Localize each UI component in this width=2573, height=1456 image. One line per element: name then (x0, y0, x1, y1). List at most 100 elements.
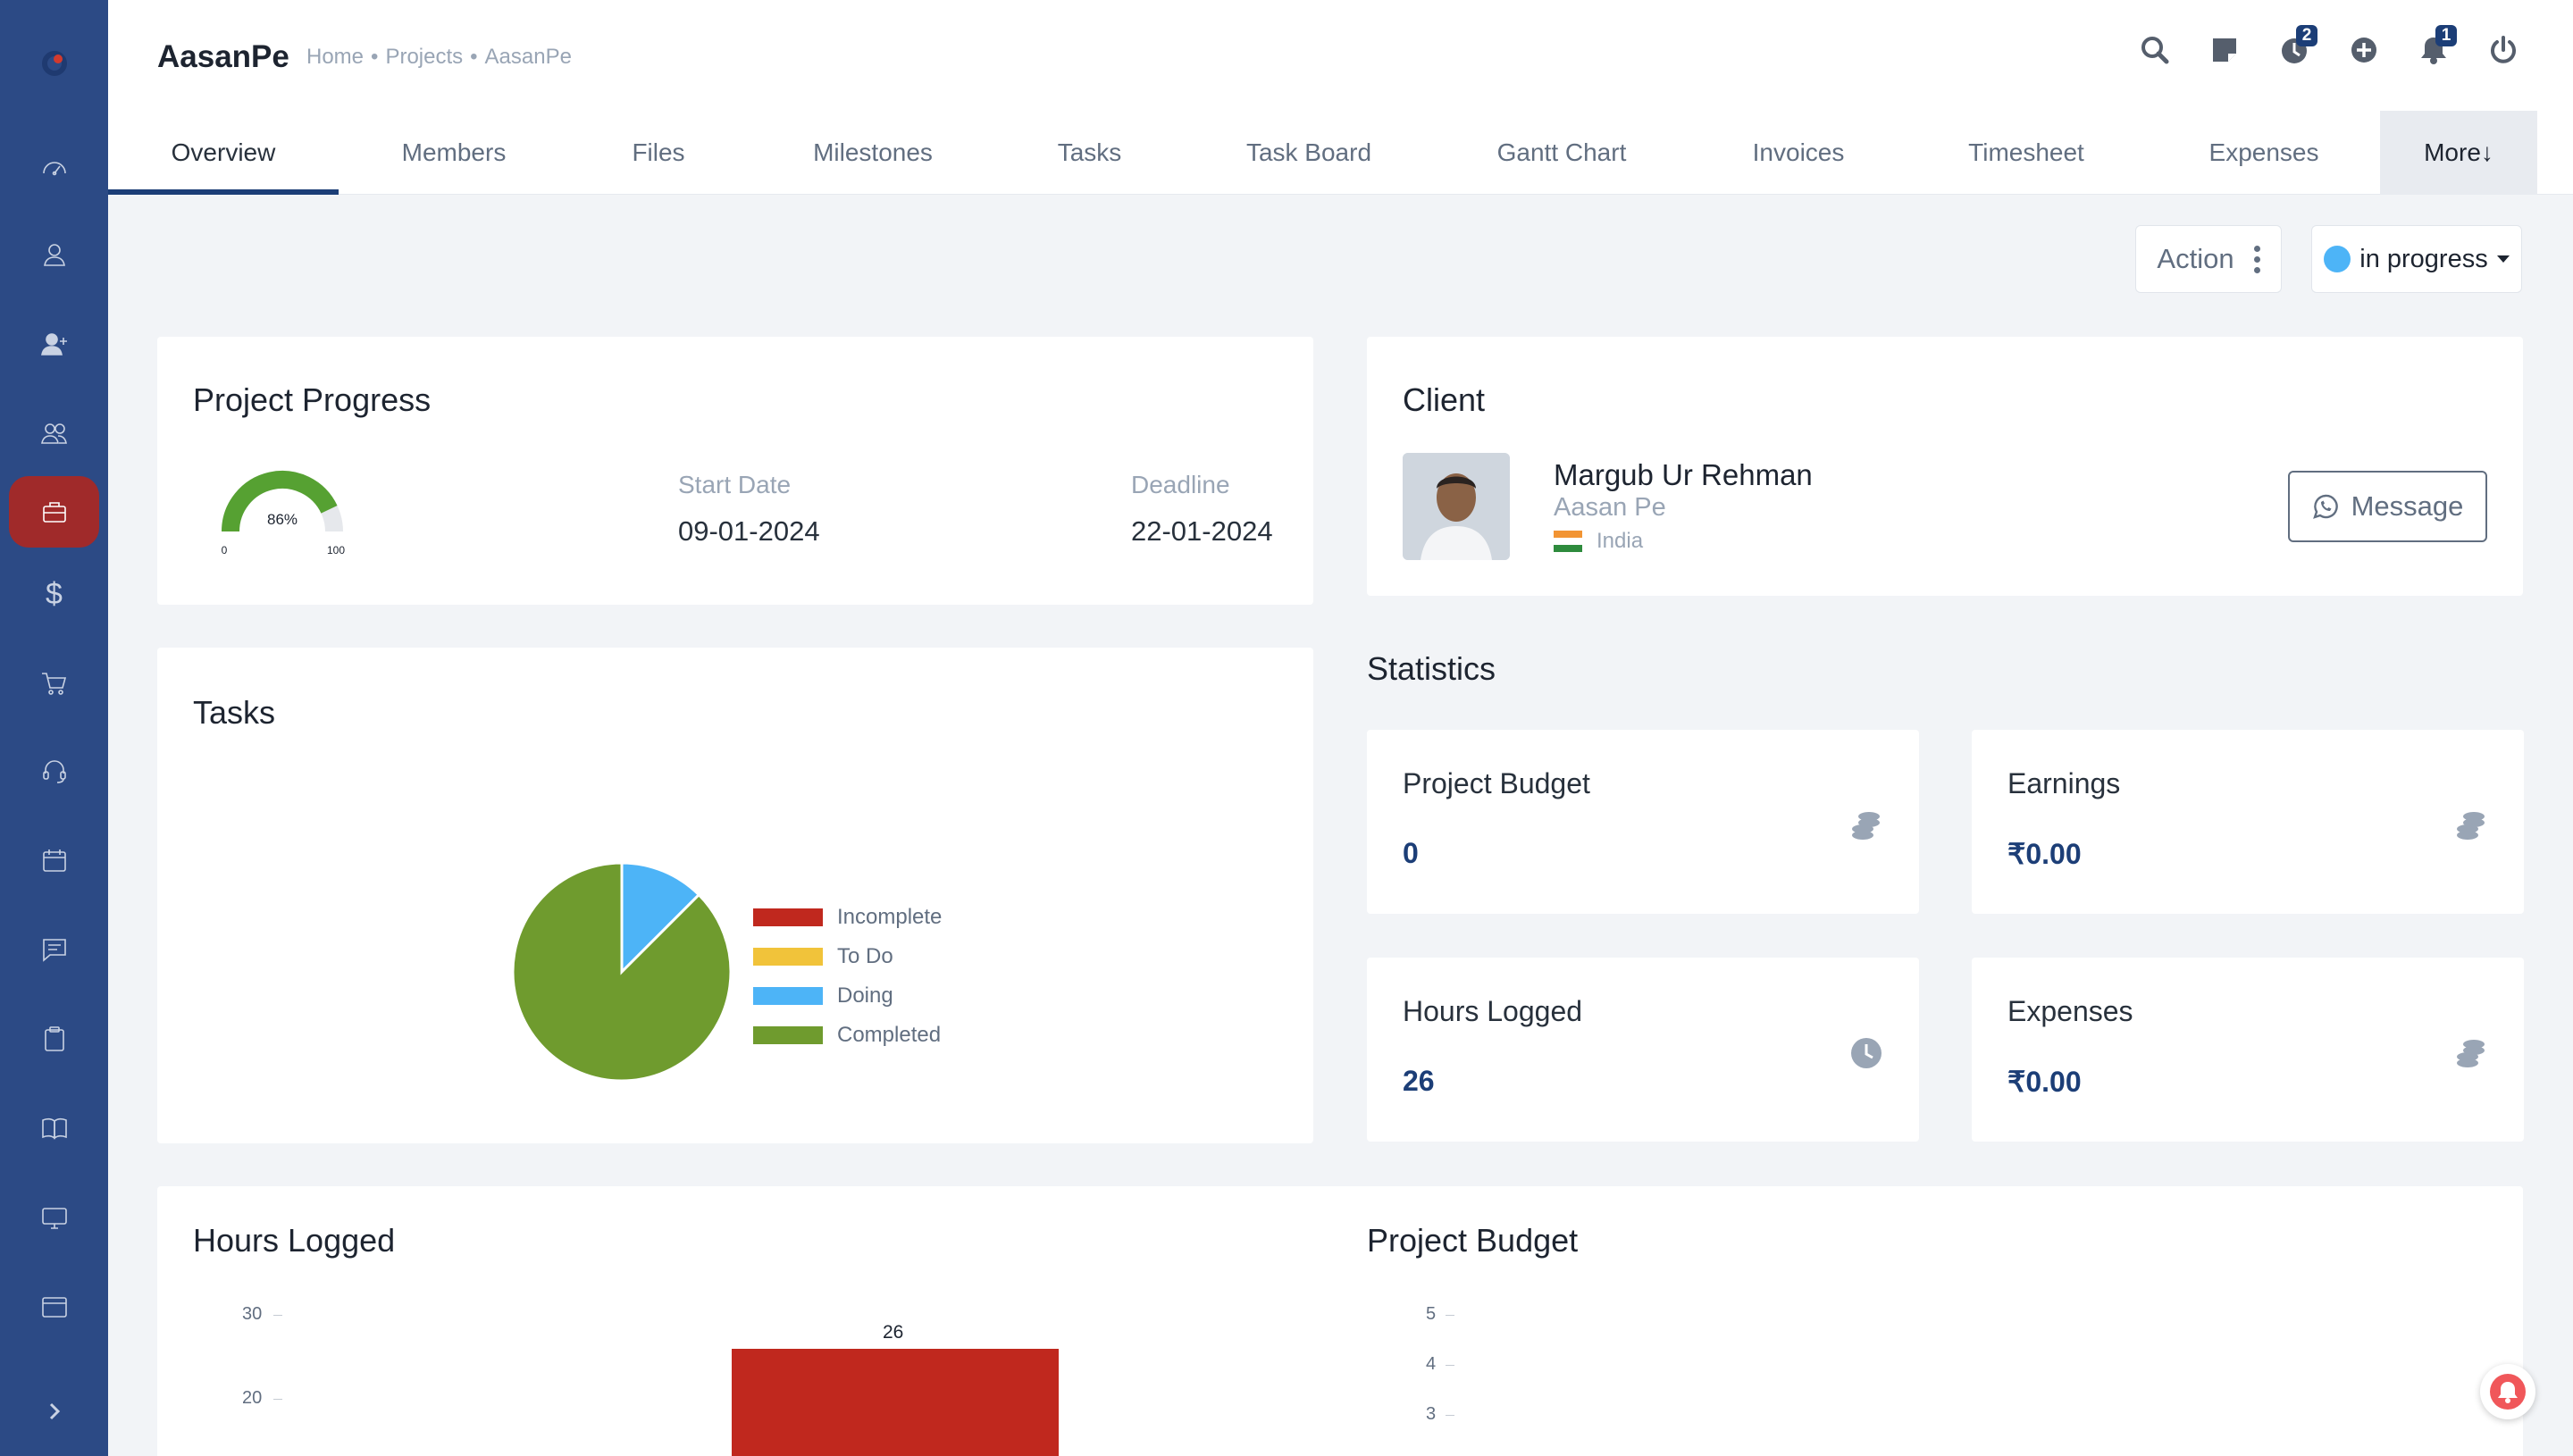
breadcrumb: Home • Projects • AasanPe (306, 45, 572, 70)
start-date-label: Start Date (678, 471, 792, 498)
y-tick-label: 30 (242, 1304, 263, 1324)
legend-label: Completed (837, 1023, 942, 1047)
stat-earnings: Earnings ₹0.00 (1972, 730, 2524, 914)
tab-timesheet[interactable]: Timesheet (1968, 138, 2084, 166)
breadcrumb-projects[interactable]: Projects (385, 45, 464, 69)
legend-item-completed[interactable]: Completed (753, 1016, 942, 1055)
client-avatar[interactable] (1403, 453, 1510, 560)
team-icon[interactable] (9, 397, 99, 469)
app-logo-icon[interactable] (39, 48, 70, 79)
tab-gantt-chart[interactable]: Gantt Chart (1496, 138, 1627, 166)
client-title: Client (1403, 381, 1486, 418)
calendar-icon[interactable] (9, 824, 99, 896)
stat-project-budget: Project Budget 0 (1367, 730, 1919, 914)
client-country: India (1554, 529, 1643, 554)
y-tick-label: 3 (1426, 1404, 1437, 1424)
tab-files[interactable]: Files (632, 138, 685, 166)
y-tick-label: 20 (242, 1388, 263, 1408)
monitor-icon[interactable] (9, 1182, 99, 1253)
y-tick-mark (1446, 1415, 1454, 1416)
project-status-dropdown[interactable]: in progress (2311, 225, 2522, 293)
notification-bell-icon[interactable]: 1 (2418, 25, 2457, 66)
page-title: AasanPe (157, 39, 289, 74)
messages-icon[interactable] (9, 914, 99, 985)
tab-milestones[interactable]: Milestones (813, 138, 933, 166)
stat-value: 26 (1403, 1065, 1435, 1097)
whatsapp-icon (2312, 494, 2338, 519)
knowledge-book-icon[interactable] (9, 1092, 99, 1164)
stat-expenses: Expenses ₹0.00 (1972, 958, 2524, 1142)
start-date-value: 09-01-2024 (678, 515, 820, 547)
pie-slice-doing[interactable] (620, 861, 701, 975)
clipboard-icon[interactable] (9, 1003, 99, 1075)
charts-card: Hours Logged Project Budget 30 20 26 5 4… (157, 1186, 2523, 1456)
kebab-menu-icon (2253, 245, 2260, 273)
legend-swatch (753, 908, 823, 926)
gauge-percent-label: 86% (267, 511, 298, 528)
y-tick-label: 4 (1426, 1354, 1437, 1374)
tab-tasks[interactable]: Tasks (1057, 138, 1122, 166)
dashboard-icon[interactable] (9, 131, 99, 203)
y-tick-mark (1446, 1315, 1454, 1316)
power-logout-icon[interactable] (2487, 34, 2519, 66)
status-label: in progress (2359, 244, 2488, 273)
tab-expenses[interactable]: Expenses (2208, 138, 2319, 166)
project-progress-card: Project Progress 86% 0 100 Start Date 09… (157, 337, 1313, 605)
pie-slice-completed[interactable] (511, 861, 733, 1083)
client-country-label: India (1597, 529, 1644, 553)
stat-label: Hours Logged (1403, 995, 1583, 1027)
tasks-title: Tasks (193, 694, 276, 731)
legend-swatch (753, 987, 823, 1005)
tab-invoices[interactable]: Invoices (1752, 138, 1845, 166)
y-tick-mark (273, 1399, 282, 1400)
sticky-note-icon[interactable] (2208, 34, 2241, 66)
legend-item-doing[interactable]: Doing (753, 976, 942, 1016)
stat-label: Project Budget (1403, 767, 1590, 799)
expand-sidebar-chevron-icon[interactable] (9, 1376, 99, 1447)
india-flag-icon (1554, 531, 1582, 552)
tab-members[interactable]: Members (401, 138, 507, 166)
tab-more[interactable]: More↓ (2380, 111, 2537, 195)
legend-item-incomplete[interactable]: Incomplete (753, 898, 942, 937)
breadcrumb-home[interactable]: Home (306, 45, 365, 69)
floating-notification-bell-icon[interactable] (2480, 1364, 2535, 1419)
add-circle-icon[interactable] (2348, 34, 2380, 66)
stat-hours-logged: Hours Logged 26 (1367, 958, 1919, 1142)
cart-icon[interactable] (9, 648, 99, 719)
add-user-icon[interactable] (9, 308, 99, 380)
legend-label: Doing (837, 983, 893, 1008)
client-name: Margub Ur Rehman (1554, 458, 1813, 491)
top-header: AasanPe Home • Projects • AasanPe 2 1 (108, 0, 2573, 111)
projects-briefcase-icon[interactable] (9, 476, 99, 548)
hours-logged-chart-title: Hours Logged (193, 1222, 396, 1259)
timer-badge: 2 (2296, 25, 2317, 46)
breadcrumb-separator: • (371, 45, 379, 69)
y-tick-label: 5 (1426, 1304, 1437, 1324)
project-budget-chart-title: Project Budget (1367, 1222, 1579, 1259)
action-button[interactable]: Action (2135, 225, 2282, 293)
coins-icon (2457, 1040, 2485, 1067)
tab-task-board[interactable]: Task Board (1245, 138, 1372, 166)
stat-value: 0 (1403, 837, 1419, 869)
legend-item-to-do[interactable]: To Do (753, 937, 942, 976)
breadcrumb-current: AasanPe (484, 45, 572, 69)
deadline-label: Deadline (1131, 471, 1230, 498)
support-headset-icon[interactable] (9, 735, 99, 807)
tab-overview[interactable]: Overview (108, 111, 339, 195)
header-actions: 2 1 (2139, 25, 2519, 66)
message-button[interactable]: Message (2288, 471, 2487, 542)
finance-dollar-icon[interactable]: $ (46, 576, 63, 611)
gauge-fill (222, 471, 338, 532)
window-icon[interactable] (9, 1271, 99, 1343)
legend-label: Incomplete (837, 905, 943, 929)
hours-logged-bar (732, 1349, 1059, 1456)
coins-icon (1852, 812, 1880, 840)
client-company: Aasan Pe (1554, 493, 1666, 522)
search-icon[interactable] (2139, 34, 2171, 66)
message-label: Message (2351, 490, 2464, 522)
y-tick-mark (273, 1315, 282, 1316)
y-tick-mark (1446, 1365, 1454, 1366)
status-dot (2324, 246, 2351, 272)
user-icon[interactable] (9, 219, 99, 290)
timer-icon[interactable]: 2 (2278, 25, 2317, 66)
